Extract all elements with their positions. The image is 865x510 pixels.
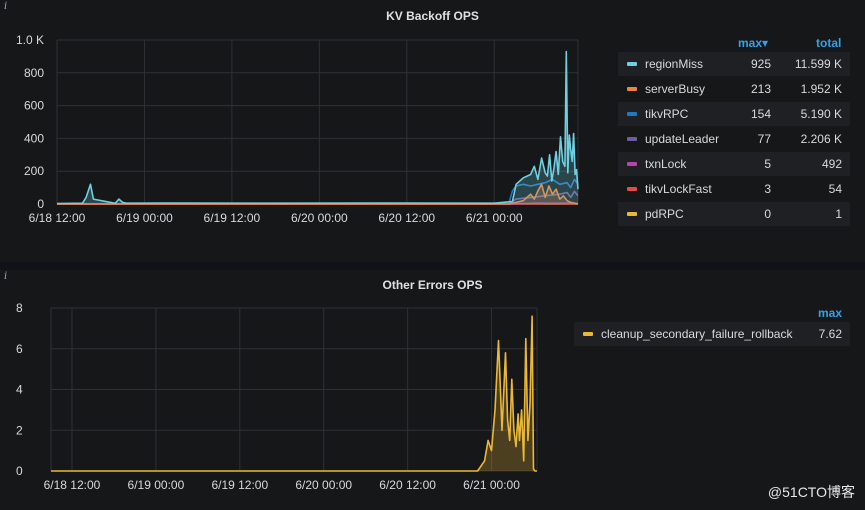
legend-total-value: 11.599 K bbox=[794, 57, 842, 71]
legend-series-name[interactable]: txnLock bbox=[645, 157, 687, 171]
panel-title[interactable]: KV Backoff OPS bbox=[386, 9, 479, 23]
legend-row[interactable]: serverBusy 213 1.952 K bbox=[618, 77, 850, 101]
legend-row[interactable]: pdRPC 0 1 bbox=[618, 202, 850, 226]
legend-max-value: 5 bbox=[764, 157, 771, 171]
y-tick-label: 0 bbox=[16, 464, 23, 478]
legend-swatch[interactable] bbox=[583, 332, 593, 336]
info-icon[interactable]: i bbox=[4, 1, 8, 12]
legend-series-name[interactable]: pdRPC bbox=[645, 207, 684, 221]
legend-swatch[interactable] bbox=[627, 112, 637, 116]
series-line-regionMiss[interactable] bbox=[56, 50, 579, 205]
legend-header-max[interactable]: max bbox=[818, 306, 843, 320]
watermark: @51CTO博客 bbox=[767, 484, 855, 500]
x-tick-label: 6/19 00:00 bbox=[116, 211, 173, 225]
legend-row[interactable]: updateLeader 77 2.206 K bbox=[618, 127, 850, 151]
legend-total-value: 492 bbox=[821, 157, 842, 171]
legend-swatch[interactable] bbox=[627, 137, 637, 141]
kv-backoff-chart[interactable]: 0 200 400 600 800 1.0 K 6/18 12:00 6/19 00:00 6/… bbox=[0, 0, 865, 262]
legend-max-value: 77 bbox=[757, 132, 771, 146]
y-tick-label: 2 bbox=[16, 423, 23, 437]
legend-row[interactable]: cleanup_secondary_failure_rollback 7.62 bbox=[574, 322, 850, 346]
other-errors-chart[interactable]: 0 2 4 6 8 6/18 12:00 6/19 00:00 6/19 12:00 6/20 … bbox=[0, 270, 865, 510]
y-tick-label: 4 bbox=[16, 383, 23, 397]
legend-swatch[interactable] bbox=[627, 87, 637, 91]
y-tick-label: 0 bbox=[37, 197, 44, 211]
legend-total-value: 1 bbox=[835, 207, 842, 221]
legend-max-value: 0 bbox=[764, 207, 771, 221]
legend-series-name[interactable]: updateLeader bbox=[645, 132, 720, 146]
legend-total-value: 1.952 K bbox=[800, 82, 842, 96]
legend-swatch[interactable] bbox=[627, 212, 637, 216]
series-line-tikvRPC[interactable] bbox=[57, 178, 579, 205]
legend-swatch[interactable] bbox=[627, 187, 637, 191]
x-tick-label: 6/19 12:00 bbox=[211, 478, 268, 492]
x-tick-label: 6/19 00:00 bbox=[128, 478, 185, 492]
legend-max-value: 213 bbox=[750, 82, 771, 96]
x-tick-label: 6/18 12:00 bbox=[44, 478, 101, 492]
x-tick-label: 6/20 12:00 bbox=[378, 211, 435, 225]
legend-series-name[interactable]: tikvRPC bbox=[645, 107, 689, 121]
legend-max-value: 925 bbox=[750, 57, 771, 71]
legend-max-value: 7.62 bbox=[818, 327, 842, 341]
info-icon[interactable]: i bbox=[4, 271, 8, 282]
x-tick-label: 6/21 00:00 bbox=[466, 211, 523, 225]
legend-max-value: 3 bbox=[764, 182, 771, 196]
legend-swatch[interactable] bbox=[627, 162, 637, 166]
legend-total-value: 5.190 K bbox=[800, 107, 842, 121]
y-tick-label: 600 bbox=[24, 99, 44, 113]
y-tick-label: 800 bbox=[24, 66, 44, 80]
x-tick-label: 6/19 12:00 bbox=[204, 211, 261, 225]
y-tick-label: 200 bbox=[24, 164, 44, 178]
legend-swatch[interactable] bbox=[627, 62, 637, 66]
legend-header-max[interactable]: max▾ bbox=[738, 36, 769, 50]
panel-title[interactable]: Other Errors OPS bbox=[382, 278, 483, 292]
legend-row[interactable]: tikvRPC 154 5.190 K bbox=[618, 102, 850, 126]
legend-series-name[interactable]: serverBusy bbox=[645, 82, 706, 96]
x-tick-label: 6/20 12:00 bbox=[379, 478, 436, 492]
legend-row[interactable]: tikvLockFast 3 54 bbox=[618, 177, 850, 201]
legend-header-total[interactable]: total bbox=[816, 36, 842, 50]
x-tick-label: 6/20 00:00 bbox=[291, 211, 348, 225]
legend-row[interactable]: txnLock 5 492 bbox=[618, 152, 850, 176]
x-tick-label: 6/20 00:00 bbox=[295, 478, 352, 492]
y-tick-label: 8 bbox=[16, 301, 23, 315]
legend-max-value: 154 bbox=[750, 107, 771, 121]
legend-series-name[interactable]: cleanup_secondary_failure_rollback bbox=[601, 327, 793, 341]
x-tick-label: 6/21 00:00 bbox=[463, 478, 520, 492]
other-errors-panel: i Other Errors OPS 0 2 4 6 8 6/18 12:00 6/19 0… bbox=[0, 270, 865, 510]
series-area-serverBusy bbox=[57, 184, 578, 204]
kv-backoff-panel: i KV Backoff OPS 0 200 400 600 800 1.0 K 6/18 … bbox=[0, 0, 865, 262]
legend-series-name[interactable]: tikvLockFast bbox=[645, 182, 712, 196]
grid bbox=[56, 39, 579, 205]
series-area-cleanup_secondary_failure_rollback bbox=[51, 316, 537, 471]
grid bbox=[50, 307, 538, 472]
series-area-regionMiss bbox=[57, 51, 578, 204]
series-line-cleanup_secondary_failure_rollback[interactable] bbox=[51, 315, 537, 472]
series-line-serverBusy[interactable] bbox=[57, 183, 579, 205]
x-tick-label: 6/18 12:00 bbox=[29, 211, 86, 225]
legend-series-name[interactable]: regionMiss bbox=[645, 57, 704, 71]
y-tick-label: 6 bbox=[16, 342, 23, 356]
legend-row[interactable]: regionMiss 925 11.599 K bbox=[618, 52, 850, 76]
legend-total-value: 2.206 K bbox=[800, 132, 842, 146]
y-tick-label: 400 bbox=[24, 131, 44, 145]
y-tick-label: 1.0 K bbox=[16, 33, 44, 47]
legend-total-value: 54 bbox=[828, 182, 842, 196]
